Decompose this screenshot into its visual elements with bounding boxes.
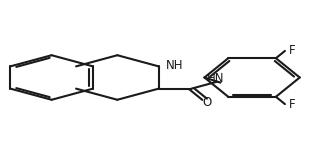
Text: NH: NH [166,59,183,72]
Text: F: F [289,98,295,111]
Text: O: O [203,95,212,108]
Text: HN: HN [207,72,224,85]
Text: F: F [289,44,295,57]
